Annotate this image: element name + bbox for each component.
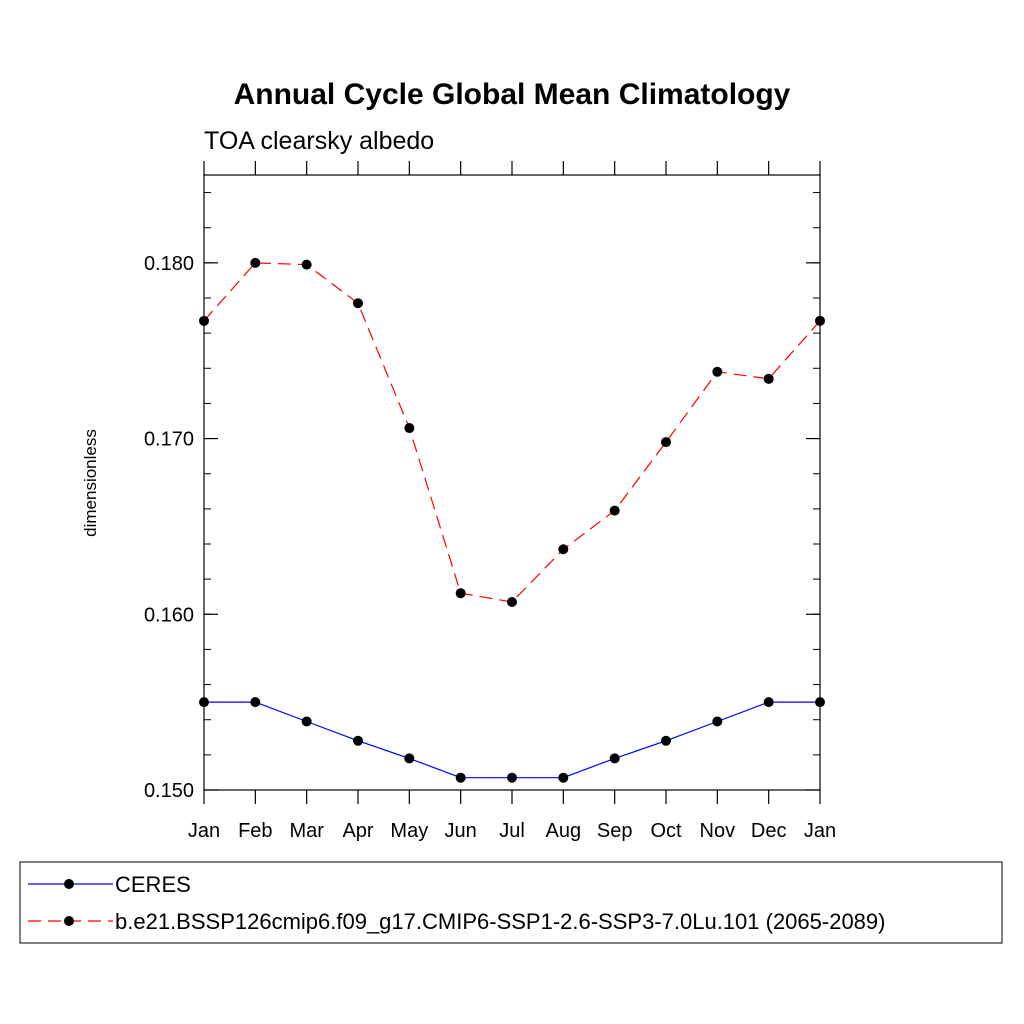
data-point: [199, 697, 209, 708]
data-point: [712, 716, 723, 727]
data-point: [815, 697, 825, 708]
data-point: [661, 735, 671, 746]
series-2: [199, 257, 825, 607]
data-point: [763, 697, 774, 708]
x-tick-label: Sep: [597, 820, 633, 842]
data-point: [712, 366, 723, 377]
x-tick-label: Apr: [342, 820, 373, 842]
chart-title: Annual Cycle Global Mean Climatology: [234, 78, 791, 111]
legend: CERES b.e21.BSSP126cmip6.f09_g17.CMIP6-SS…: [19, 861, 1003, 944]
data-point: [301, 716, 312, 727]
x-tick-label: Oct: [650, 820, 682, 842]
x-tick-label: Aug: [546, 820, 582, 842]
data-point: [353, 298, 363, 309]
data-point: [404, 423, 415, 434]
data-point: [199, 315, 209, 326]
data-point: [815, 315, 825, 326]
data-point: [507, 596, 517, 607]
chart-subtitle: TOA clearsky albedo: [204, 127, 434, 155]
legend-box: [19, 861, 1003, 944]
data-point: [404, 753, 415, 764]
data-point: [250, 257, 261, 268]
y-tick-label: 0.160: [144, 604, 194, 626]
legend-label: b.e21.BSSP126cmip6.f09_g17.CMIP6-SSP1-2.…: [115, 909, 885, 934]
x-tick-label: Mar: [289, 820, 324, 842]
legend-marker: [64, 916, 74, 926]
data-point: [301, 259, 312, 270]
x-tick-label: May: [390, 820, 428, 842]
x-tick-label: Jan: [804, 820, 836, 842]
data-point: [558, 772, 569, 783]
data-point: [763, 373, 774, 384]
x-tick-label: Nov: [700, 820, 736, 842]
series-1: [199, 697, 825, 783]
y-tick-label: 0.170: [144, 429, 194, 451]
x-tick-label: Jun: [445, 820, 477, 842]
data-point: [609, 505, 620, 516]
data-point: [455, 588, 466, 599]
data-point: [609, 753, 620, 764]
data-point: [507, 772, 517, 783]
data-point: [250, 697, 261, 708]
y-tick-label: 0.150: [144, 780, 194, 802]
data-point: [558, 544, 569, 555]
x-axis: Jan Feb Mar Apr May Jun Jul Aug Sep Oct Nov Dec Jan: [188, 161, 836, 842]
x-tick-label: Feb: [238, 820, 272, 842]
data-point: [353, 735, 363, 746]
data-point: [661, 437, 671, 448]
y-tick-label: 0.180: [144, 253, 194, 275]
x-tick-label: Dec: [751, 820, 787, 842]
y-axis-label: dimensionless: [81, 429, 100, 537]
y-axis: 0.150 0.160 0.170 0.180: [144, 192, 820, 802]
legend-marker: [64, 879, 74, 889]
x-tick-label: Jan: [188, 820, 220, 842]
data-point: [455, 772, 466, 783]
series-layer: [199, 257, 825, 783]
x-tick-label: Jul: [499, 820, 525, 842]
legend-label: CERES: [115, 872, 191, 897]
